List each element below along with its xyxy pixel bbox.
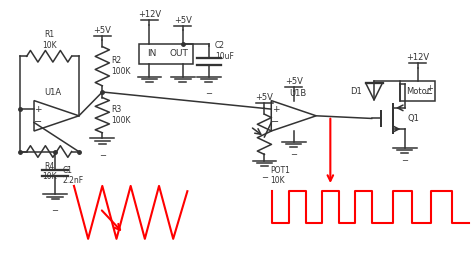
Text: IN: IN <box>147 49 157 58</box>
Text: −: − <box>34 118 42 127</box>
Text: +5V: +5V <box>255 93 273 102</box>
Text: +: + <box>426 84 433 93</box>
Text: +5V: +5V <box>93 26 111 35</box>
Text: −: − <box>290 150 297 159</box>
Text: C1
2.2nF: C1 2.2nF <box>62 166 83 185</box>
Text: +12V: +12V <box>406 53 429 62</box>
Text: R1
10K: R1 10K <box>42 30 56 50</box>
Text: −: − <box>401 156 408 165</box>
Text: +: + <box>35 105 42 114</box>
Bar <box>400 81 436 101</box>
Text: +12V: +12V <box>138 10 161 19</box>
Text: R4
10K: R4 10K <box>42 161 56 181</box>
Text: C2
10uF: C2 10uF <box>215 41 234 61</box>
Text: −: − <box>272 118 280 127</box>
Text: U1B: U1B <box>289 89 306 98</box>
Text: OUT: OUT <box>170 49 189 58</box>
Text: Motor: Motor <box>406 87 430 96</box>
Text: −: − <box>52 206 59 215</box>
Text: D1: D1 <box>350 87 362 96</box>
Text: −: − <box>261 173 268 182</box>
Text: +5V: +5V <box>174 16 192 25</box>
Text: Q1: Q1 <box>407 114 419 123</box>
Text: R3
100K: R3 100K <box>111 105 130 125</box>
Bar <box>139 44 193 64</box>
Text: −: − <box>205 89 212 98</box>
Text: −: − <box>425 89 433 99</box>
Text: R2
100K: R2 100K <box>111 56 130 76</box>
Text: −: − <box>99 151 106 160</box>
Text: U1A: U1A <box>45 88 62 97</box>
Text: +: + <box>272 105 279 114</box>
Text: POT1
10K: POT1 10K <box>270 166 290 185</box>
Text: +5V: +5V <box>285 77 303 85</box>
